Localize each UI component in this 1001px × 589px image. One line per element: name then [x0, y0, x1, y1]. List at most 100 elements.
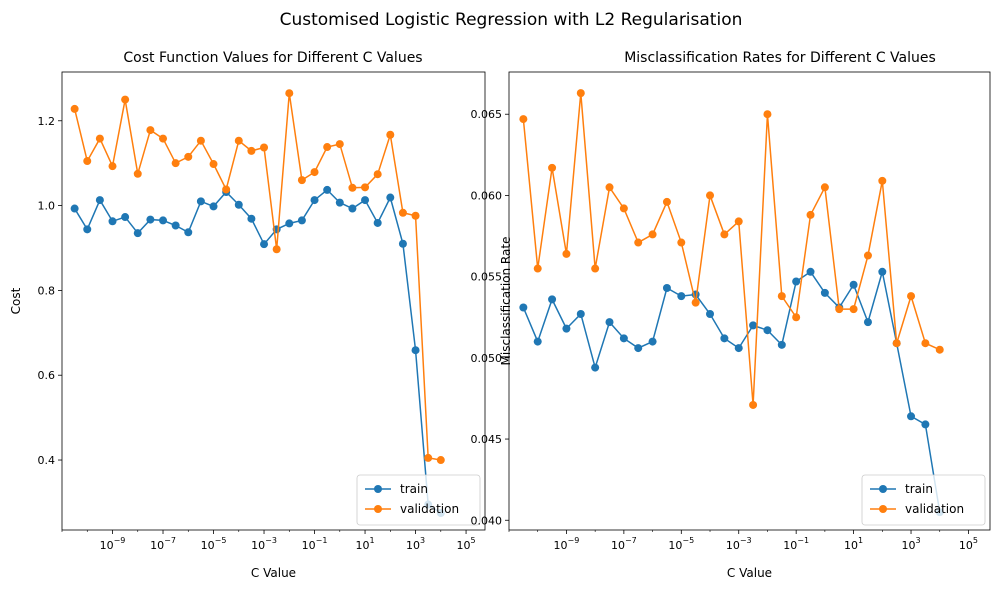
data-point-train [720, 334, 729, 343]
data-point-validation [121, 95, 130, 104]
y-tick-label: 0.045 [471, 433, 503, 446]
x-tick-label: 10−3 [251, 536, 277, 552]
data-point-train [335, 198, 344, 207]
data-point-validation [310, 168, 319, 177]
data-point-validation [706, 191, 715, 200]
data-point-validation [297, 176, 306, 185]
data-point-validation [605, 183, 614, 192]
data-point-train [921, 420, 930, 429]
data-point-validation [907, 292, 916, 301]
data-point-train [863, 318, 872, 327]
data-point-train [398, 239, 407, 248]
y-tick-label: 0.040 [471, 514, 503, 527]
data-point-train [83, 225, 92, 234]
data-point-validation [386, 130, 395, 139]
data-point-train [146, 215, 155, 224]
data-point-validation [749, 400, 758, 409]
data-point-train [533, 337, 542, 346]
y-tick-label: 1.0 [38, 200, 56, 213]
data-point-validation [424, 453, 433, 462]
data-point-validation [562, 249, 571, 258]
x-tick-label: 105 [457, 536, 476, 552]
data-point-validation [835, 305, 844, 314]
x-tick-label: 10−5 [668, 536, 694, 552]
y-axis-title: Cost [9, 287, 23, 314]
x-tick-label: 105 [959, 536, 978, 552]
y-tick-label: 0.6 [38, 369, 56, 382]
data-point-train [285, 219, 294, 228]
series-line-validation [73, 93, 441, 461]
data-point-validation [209, 160, 218, 169]
chart-title: Misclassification Rates for Different C … [624, 50, 936, 66]
y-tick-label: 0.065 [471, 108, 503, 121]
y-axis-title: Misclassification Rate [499, 237, 513, 366]
data-point-train [648, 337, 657, 346]
legend: train validation [861, 474, 986, 526]
data-point-train [849, 280, 858, 289]
data-point-validation [398, 208, 407, 217]
data-point-train [361, 196, 370, 205]
data-point-train [310, 196, 319, 205]
legend-label-train: train [905, 482, 933, 496]
data-point-train [373, 218, 382, 227]
data-point-train [121, 213, 130, 222]
data-point-validation [648, 230, 657, 239]
x-tick-label: 10−1 [302, 536, 328, 552]
data-point-validation [222, 185, 231, 194]
y-tick-label: 0.8 [38, 284, 56, 297]
legend-label-validation: validation [400, 502, 459, 516]
data-point-validation [576, 89, 585, 98]
x-tick-label: 101 [844, 536, 863, 552]
legend-label-train: train [400, 482, 428, 496]
data-point-validation [634, 238, 643, 247]
figure-suptitle: Customised Logistic Regression with L2 R… [280, 10, 743, 30]
data-point-validation [260, 143, 269, 152]
x-tick-label: 10−1 [783, 536, 809, 552]
data-point-train [763, 326, 772, 335]
data-point-validation [691, 298, 700, 307]
data-point-validation [863, 251, 872, 260]
data-point-train [108, 217, 117, 226]
data-point-validation [272, 245, 281, 254]
data-point-validation [323, 143, 332, 152]
data-point-validation [436, 456, 445, 465]
data-point-validation [806, 210, 815, 219]
legend-label-validation: validation [905, 502, 964, 516]
data-point-validation [935, 345, 944, 354]
data-point-validation [411, 211, 420, 220]
data-point-validation [146, 126, 155, 135]
data-point-validation [361, 183, 370, 192]
data-point-validation [921, 339, 930, 348]
data-point-validation [763, 110, 772, 119]
legend-box [861, 474, 986, 526]
data-point-train [878, 267, 887, 276]
data-point-validation [133, 169, 142, 178]
data-point-train [806, 267, 815, 276]
legend-box [356, 474, 481, 526]
x-tick-label: 103 [901, 536, 920, 552]
data-point-train [70, 204, 79, 213]
data-point-validation [792, 313, 801, 322]
series-line-train [73, 188, 442, 514]
data-point-validation [849, 305, 858, 314]
data-point-validation [619, 204, 628, 213]
data-point-train [619, 334, 628, 343]
data-point-validation [196, 136, 205, 145]
data-point-validation [548, 163, 557, 172]
data-point-train [184, 228, 193, 237]
legend-swatch-marker [374, 485, 382, 493]
data-point-train [95, 196, 104, 205]
data-point-validation [734, 217, 743, 226]
series-line-train [522, 270, 941, 513]
y-tick-label: 0.050 [471, 352, 503, 365]
data-point-train [562, 324, 571, 333]
data-point-train [820, 288, 829, 297]
y-tick-label: 1.2 [38, 115, 56, 128]
data-point-train [777, 340, 786, 349]
data-point-validation [878, 176, 887, 185]
x-tick-label: 101 [355, 536, 374, 552]
data-point-validation [335, 140, 344, 149]
x-tick-label: 10−3 [726, 536, 752, 552]
data-point-train [605, 318, 614, 327]
